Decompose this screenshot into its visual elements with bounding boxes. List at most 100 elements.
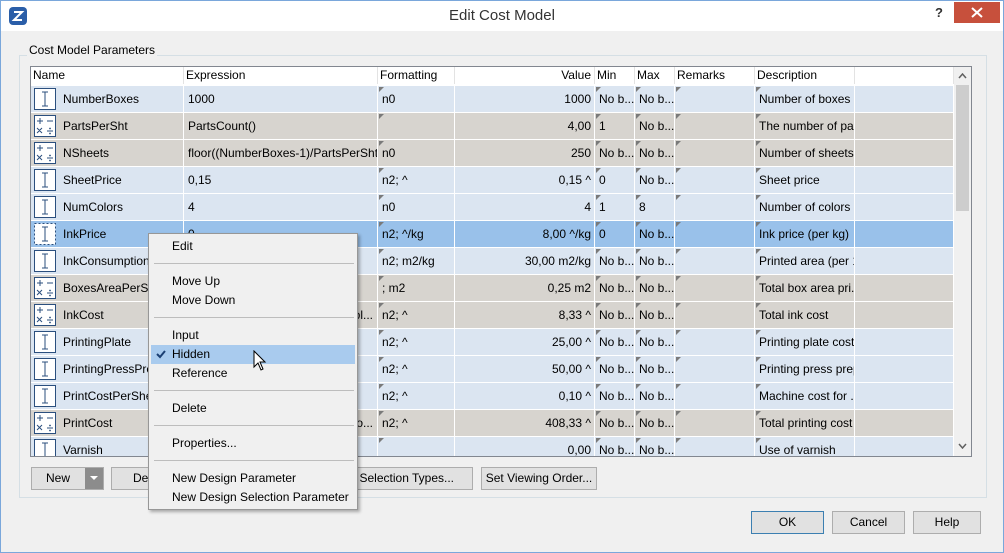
remarks-cell: [675, 302, 755, 328]
menu-item[interactable]: Move Up: [151, 272, 355, 291]
menu-item[interactable]: Input: [151, 326, 355, 345]
menu-item[interactable]: New Design Selection Parameter: [151, 488, 355, 507]
remarks-cell: [855, 329, 954, 355]
parameter-name: BoxesAreaPerShe: [63, 275, 162, 301]
ok-button[interactable]: OK: [751, 511, 824, 534]
table-row[interactable]: SheetPrice0,15n2; ^0,15 ^0No b...Sheet p…: [31, 167, 954, 193]
max-cell: No b...: [635, 410, 675, 436]
name-cell: SheetPrice: [31, 167, 184, 193]
parameter-icon: [34, 223, 56, 245]
formatting-cell: n2; ^: [378, 302, 455, 328]
menu-item[interactable]: New Design Parameter: [151, 469, 355, 488]
column-header[interactable]: Description: [755, 67, 855, 84]
expression-cell: 1000: [184, 86, 378, 112]
value-cell: 0,25 m2: [455, 275, 595, 301]
remarks-cell: [675, 329, 755, 355]
value-cell: 25,00 ^: [455, 329, 595, 355]
max-cell: 8: [635, 194, 675, 220]
formatting-cell: n2; ^: [378, 167, 455, 193]
value-cell: 0,10 ^: [455, 383, 595, 409]
column-header[interactable]: Expression: [184, 67, 378, 84]
remarks-cell: [675, 140, 755, 166]
min-cell: No b...: [595, 410, 635, 436]
menu-item[interactable]: Edit: [151, 237, 355, 256]
name-cell: NSheets: [31, 140, 184, 166]
menu-separator: [154, 425, 354, 426]
column-header[interactable]: Formatting: [378, 67, 455, 84]
min-cell: 1: [595, 194, 635, 220]
expression-cell: 0,15: [184, 167, 378, 193]
parameter-icon: [34, 142, 56, 164]
menu-separator: [154, 460, 354, 461]
expression-cell: floor((NumberBoxes-1)/PartsPerSht)+1: [184, 140, 378, 166]
menu-item-label: Input: [172, 326, 199, 345]
column-header[interactable]: Min: [595, 67, 635, 84]
max-cell: No b...: [635, 329, 675, 355]
description-cell: Ink price (per kg): [755, 221, 855, 247]
table-row[interactable]: NumberBoxes1000n01000No b...No b...Numbe…: [31, 86, 954, 112]
description-cell: Total box area pri...: [755, 275, 855, 301]
parameter-icon: [34, 196, 56, 218]
cancel-button[interactable]: Cancel: [832, 511, 905, 534]
max-cell: No b...: [635, 302, 675, 328]
column-header[interactable]: Remarks: [675, 67, 755, 84]
name-cell: PartsPerSht: [31, 113, 184, 139]
name-cell: NumberBoxes: [31, 86, 184, 112]
formatting-cell: n2; ^: [378, 383, 455, 409]
column-header[interactable]: Max: [635, 67, 675, 84]
viewing-order-button[interactable]: Set Viewing Order...: [481, 467, 597, 490]
value-cell: 8,00 ^/kg: [455, 221, 595, 247]
help-title-button[interactable]: ?: [931, 5, 947, 20]
new-button[interactable]: New: [31, 467, 104, 490]
remarks-cell: [675, 194, 755, 220]
formatting-cell: [378, 113, 455, 139]
mouse-cursor: [253, 350, 267, 372]
dropdown-arrow[interactable]: [85, 468, 103, 489]
parameter-name: NumColors: [63, 194, 123, 220]
remarks-cell: [675, 248, 755, 274]
parameter-name: InkConsumption: [63, 248, 150, 274]
remarks-cell: [675, 221, 755, 247]
menu-item[interactable]: Properties...: [151, 434, 355, 453]
remarks-cell: [675, 437, 755, 457]
remarks-cell: [675, 356, 755, 382]
parameter-name: PartsPerSht: [63, 113, 128, 139]
min-cell: 0: [595, 221, 635, 247]
min-cell: No b...: [595, 356, 635, 382]
scroll-arrows[interactable]: [954, 67, 971, 456]
table-row[interactable]: PartsPerShtPartsCount()4,001No b...The n…: [31, 113, 954, 139]
table-row[interactable]: NumColors4n0418Number of colors: [31, 194, 954, 220]
parameter-icon: [34, 331, 56, 353]
help-button[interactable]: Help: [913, 511, 981, 534]
menu-separator: [154, 317, 354, 318]
table-row[interactable]: NSheetsfloor((NumberBoxes-1)/PartsPerSht…: [31, 140, 954, 166]
button-label: New: [46, 471, 70, 485]
menu-item-label: Delete: [172, 399, 207, 418]
expression-cell: 4: [184, 194, 378, 220]
parameter-name: PrintingPlate: [63, 329, 131, 355]
description-cell: Number of boxes: [755, 86, 855, 112]
scrollbar[interactable]: [954, 67, 971, 456]
parameter-name: InkPrice: [63, 221, 106, 247]
max-cell: No b...: [635, 113, 675, 139]
close-button[interactable]: [954, 2, 1000, 23]
formatting-cell: n2; ^: [378, 410, 455, 436]
parameter-icon: [34, 277, 56, 299]
remarks-cell: [675, 383, 755, 409]
menu-item[interactable]: Delete: [151, 399, 355, 418]
column-header[interactable]: Value: [455, 67, 595, 84]
value-cell: 250: [455, 140, 595, 166]
parameter-icon: [34, 169, 56, 191]
remarks-cell: [675, 167, 755, 193]
remarks-cell: [855, 113, 954, 139]
menu-item-label: Move Up: [172, 272, 220, 291]
column-header[interactable]: Name: [31, 67, 184, 84]
menu-separator: [154, 390, 354, 391]
remarks-cell: [855, 302, 954, 328]
menu-item-label: New Design Selection Parameter: [172, 488, 349, 507]
max-cell: No b...: [635, 437, 675, 457]
min-cell: No b...: [595, 86, 635, 112]
value-cell: 408,33 ^: [455, 410, 595, 436]
menu-item[interactable]: Move Down: [151, 291, 355, 310]
description-cell: Printed area (per 1...: [755, 248, 855, 274]
